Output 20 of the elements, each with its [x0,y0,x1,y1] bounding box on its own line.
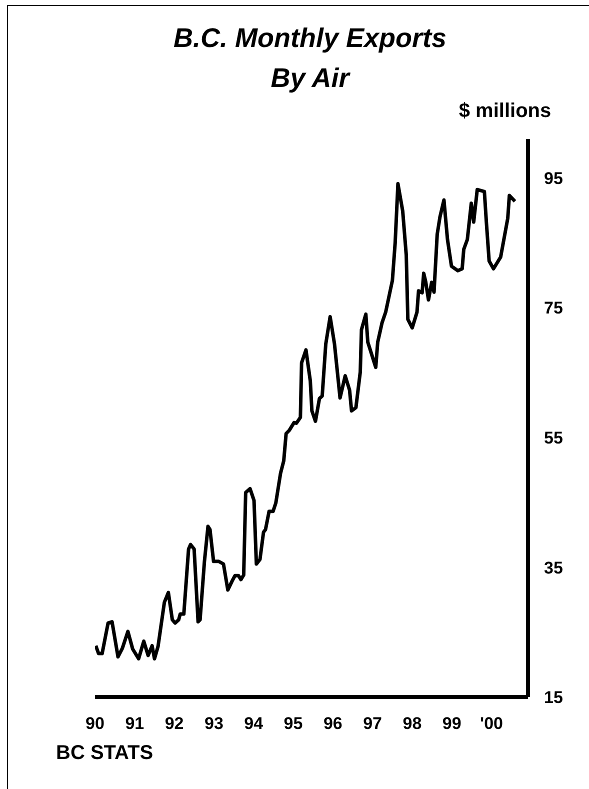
y-tick-label: 95 [544,168,563,188]
x-tick-label: 90 [86,714,104,734]
x-tick-label: '00 [480,714,503,734]
x-tick-label: 99 [442,714,462,734]
x-tick-label: 95 [284,714,303,734]
x-tick-label: 92 [164,714,184,734]
x-tick-label: 97 [363,714,382,734]
y-tick-label: 35 [544,558,563,578]
chart-title: B.C. Monthly Exports By Air [172,22,448,95]
y-tick-label: 55 [544,428,563,448]
y-tick-label: 15 [544,688,563,708]
y-axis-title: $ millions [458,100,552,123]
x-tick-label: 91 [125,714,144,734]
y-tick-label: 75 [544,298,563,318]
x-tick-label: 96 [323,714,342,734]
line-series [95,182,517,660]
text: BC STATS [56,742,154,765]
x-tick-label: 93 [204,714,224,734]
x-tick-label: 98 [402,714,422,734]
x-tick-label: 94 [244,714,264,734]
